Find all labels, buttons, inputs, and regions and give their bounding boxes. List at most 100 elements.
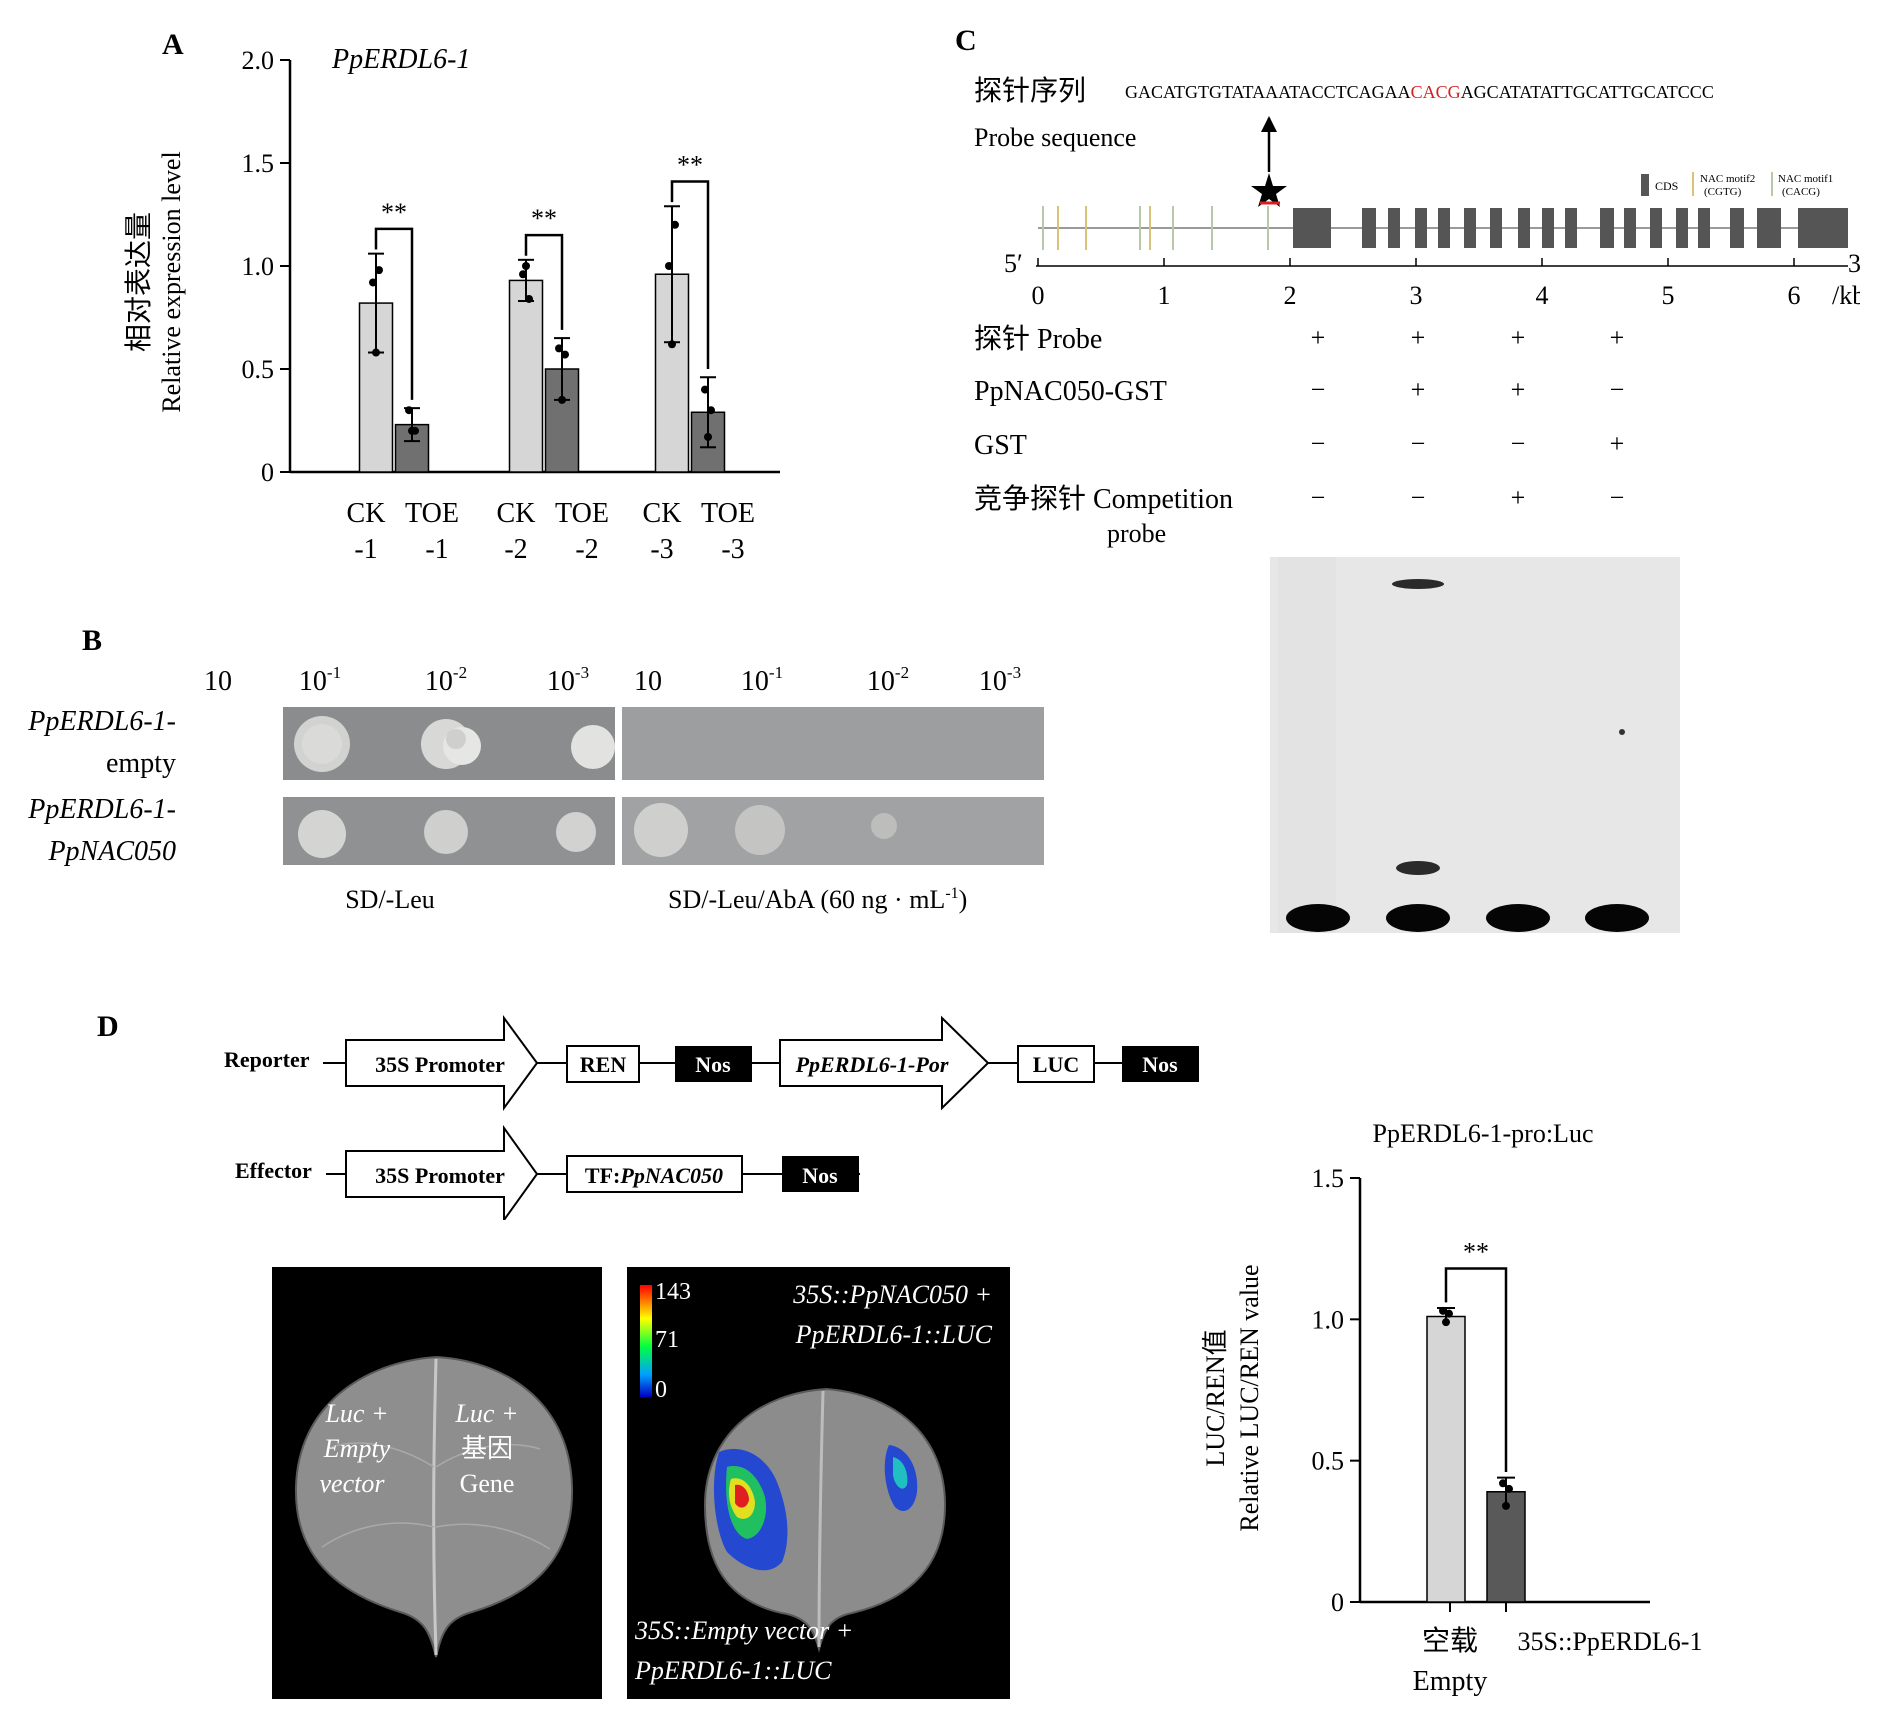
data-point [369,278,377,287]
gel-speck [1619,729,1625,735]
x-labels: CK -1 TOE -1 CK -2 TOE -2 CK -3 TOE -3 [347,498,755,565]
y-tick-label: 2.0 [242,46,275,75]
ppr-promoter-arrow [779,1015,990,1111]
x-label-toe: TOE [555,498,609,529]
colony [446,729,466,749]
gene-label: PpERDL6-1 [331,44,470,75]
dilution-label: 10-2 [425,663,467,697]
exon [1624,208,1636,248]
leaf-midrib [432,1358,438,1656]
reporter-promoter-label: 35S Promoter [375,1052,505,1077]
x-label-toe: TOE [701,498,755,529]
scale-mid: 71 [655,1327,679,1353]
free-probe-band [1486,904,1550,932]
exon [1650,208,1662,248]
medium-label-left: SD/-Leu [345,885,435,914]
exon [1518,208,1530,248]
y-tick-label: 0 [261,458,274,487]
ren-label: REN [580,1052,627,1077]
probe-sequence: GACATGTGTATAAATACCTCAGAACACGAGCATATATTGC… [1125,82,1714,102]
luminescence-scale-bar [640,1285,652,1397]
reporter-promoter-arrow [345,1014,539,1112]
exon [1600,208,1614,248]
leaf2-top-label: 35S::PpNAC050 + PpERDL6-1::LUC [792,1280,992,1349]
panel-c-emsa: 探针序列 GACATGTGTATAAATACCTCAGAACACGAGCATAT… [974,75,1860,933]
x-label-ck-num: -1 [354,534,377,565]
y-tick-label: 1.5 [1312,1164,1345,1193]
panel-letter-b: B [82,624,103,657]
plate-right-row2 [622,797,1044,865]
panel-letter-c: C [955,24,977,57]
condition-sign: − [1311,429,1326,458]
x-label-toe: TOE [405,498,459,529]
y-axis-label-en: Relative expression level [157,151,186,412]
data-point [1445,1309,1453,1318]
data-point [522,262,530,270]
condition-sign: − [1311,375,1326,404]
colony [571,725,615,769]
ppr-promoter-label: PpERDL6-1-Por [795,1052,949,1077]
end-3-label: 3′ [1848,249,1860,278]
condition-label: PpNAC050-GST [974,376,1167,407]
data-point [671,220,679,229]
free-probe-band [1286,904,1350,932]
exon [1464,208,1476,248]
bars: ** ** ** [358,151,726,473]
star-icon [1251,173,1287,207]
panel-letter-a: A [162,28,184,61]
x-label-ck-num: -2 [504,534,527,565]
category-label-1-en: Empty [1413,1666,1488,1697]
colony [735,805,785,855]
exon [1293,208,1331,248]
panel-d-constructs: Reporter 35S Promoter REN Nos PpERDL6-1-… [224,1014,1199,1220]
data-point [555,344,563,353]
data-point [704,432,712,441]
free-probe-band [1585,904,1649,932]
row2-label: PpERDL6-1- [27,794,176,825]
leaf1-right-label: Luc +基因 Gene [454,1399,518,1498]
scale-min: 0 [655,1377,667,1403]
effector-label: Effector [235,1158,312,1183]
dilution-label: 10-3 [547,663,589,697]
condition-sign: − [1311,483,1326,512]
exon [1698,208,1710,248]
row1-label-2: empty [106,748,176,779]
colony [634,803,688,857]
scale-max: 143 [655,1279,691,1305]
exon [1757,208,1781,248]
y-tick-label: 0 [1331,1588,1344,1617]
colony [871,813,897,839]
leaf-shape [703,1387,947,1653]
colony [298,810,346,858]
x-label-ck: CK [497,498,536,529]
leaf2-bottom-label: 35S::Empty vector + PpERDL6-1::LUC [634,1616,853,1685]
scale-tick-label: 3 [1410,281,1423,310]
condition-label: 探针 Probe [974,323,1102,355]
luc-box [1017,1045,1095,1083]
gel-lane-shade [1278,557,1336,933]
exon [1490,208,1502,248]
cds-legend-icon [1641,174,1649,196]
data-point [375,266,383,275]
ren-box [566,1045,640,1083]
x-label-ck: CK [643,498,682,529]
condition-sign: + [1411,375,1426,404]
panel-a-chart: PpERDL6-1 相对表达量 Relative expression leve… [123,44,780,565]
data-point [1439,1306,1447,1315]
condition-sign: + [1610,323,1625,352]
nos-label: Nos [802,1163,838,1188]
exon [1676,208,1688,248]
condition-sign: + [1411,323,1426,352]
condition-label: GST [974,430,1027,461]
y-tick-label: 1.0 [242,252,275,281]
luc-label: LUC [1033,1052,1079,1077]
exon [1388,208,1400,248]
condition-sign: + [1610,429,1625,458]
leaf-image-control: Luc + Empty vector Luc +基因 Gene [272,1267,602,1699]
dilution-label: 10-2 [867,663,909,697]
probe-label-en: Probe sequence [974,123,1136,152]
arrow-head [1261,116,1277,132]
colony [556,812,596,852]
significance-bracket [524,233,564,330]
x-label-toe-num: -1 [425,534,448,565]
